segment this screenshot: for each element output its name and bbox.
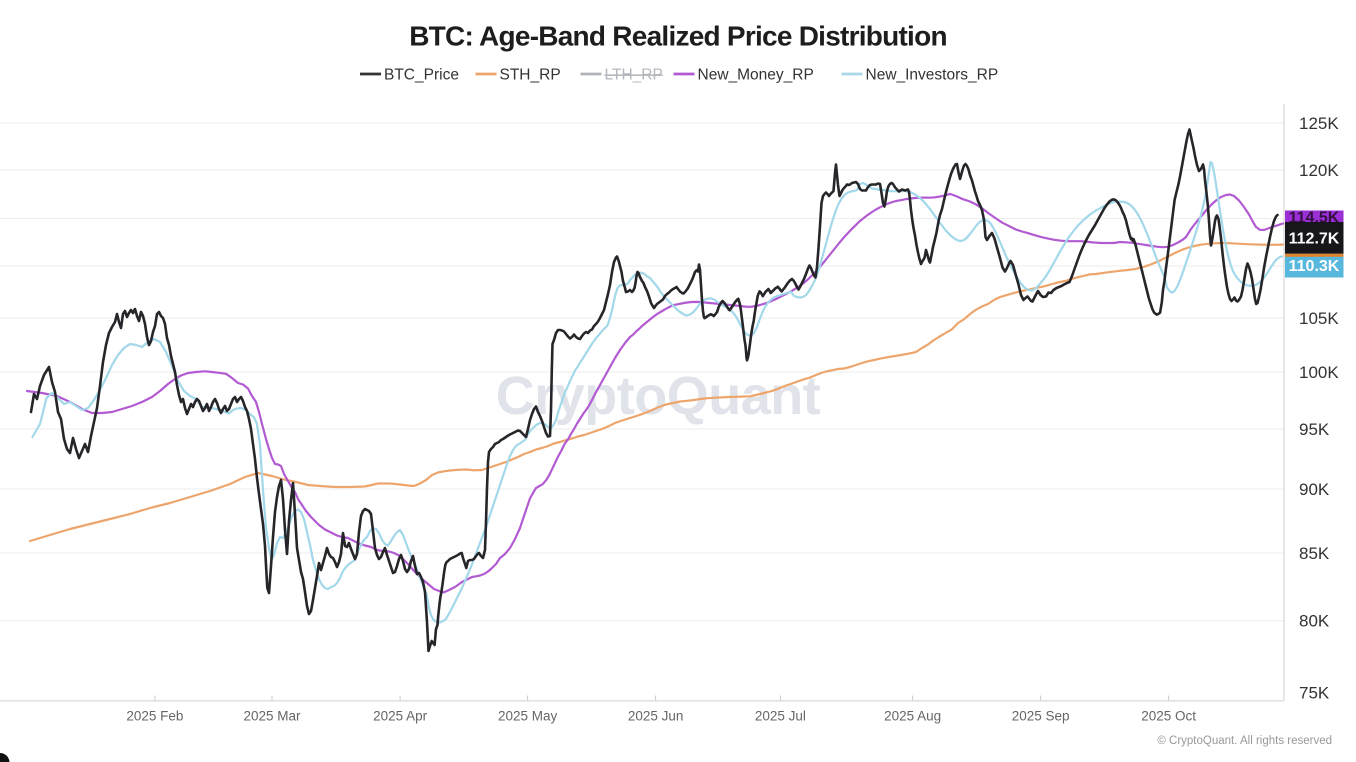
- svg-text:CryptoQuant: CryptoQuant: [496, 366, 821, 426]
- svg-text:85K: 85K: [1299, 544, 1330, 563]
- svg-text:STH_RP: STH_RP: [500, 67, 561, 84]
- svg-text:2025 May: 2025 May: [498, 709, 558, 724]
- svg-text:105K: 105K: [1299, 309, 1339, 328]
- svg-text:100K: 100K: [1299, 363, 1339, 382]
- svg-text:112.7K: 112.7K: [1289, 231, 1340, 248]
- svg-text:110.3K: 110.3K: [1289, 258, 1340, 275]
- svg-text:2025 Apr: 2025 Apr: [373, 709, 428, 724]
- svg-text:New_Money_RP: New_Money_RP: [698, 67, 814, 84]
- svg-text:BTC_Price: BTC_Price: [384, 67, 459, 84]
- svg-text:2025 Aug: 2025 Aug: [884, 709, 941, 724]
- svg-text:New_Investors_RP: New_Investors_RP: [866, 67, 999, 84]
- svg-text:BTC: Age-Band Realized Price D: BTC: Age-Band Realized Price Distributio…: [409, 21, 947, 52]
- svg-text:LTH_RP: LTH_RP: [605, 67, 663, 84]
- svg-text:75K: 75K: [1299, 684, 1330, 703]
- svg-text:120K: 120K: [1299, 161, 1339, 180]
- svg-text:125K: 125K: [1299, 114, 1339, 133]
- svg-text:90K: 90K: [1299, 480, 1330, 499]
- svg-text:2025 Sep: 2025 Sep: [1012, 709, 1070, 724]
- svg-text:80K: 80K: [1299, 612, 1330, 631]
- svg-text:2025 Jun: 2025 Jun: [628, 709, 684, 724]
- svg-text:© CryptoQuant. All rights rese: © CryptoQuant. All rights reserved: [1157, 735, 1332, 747]
- svg-text:2025 Jul: 2025 Jul: [755, 709, 806, 724]
- svg-text:95K: 95K: [1299, 420, 1330, 439]
- svg-text:2025 Oct: 2025 Oct: [1141, 709, 1196, 724]
- svg-text:2025 Mar: 2025 Mar: [243, 709, 301, 724]
- svg-text:2025 Feb: 2025 Feb: [126, 709, 183, 724]
